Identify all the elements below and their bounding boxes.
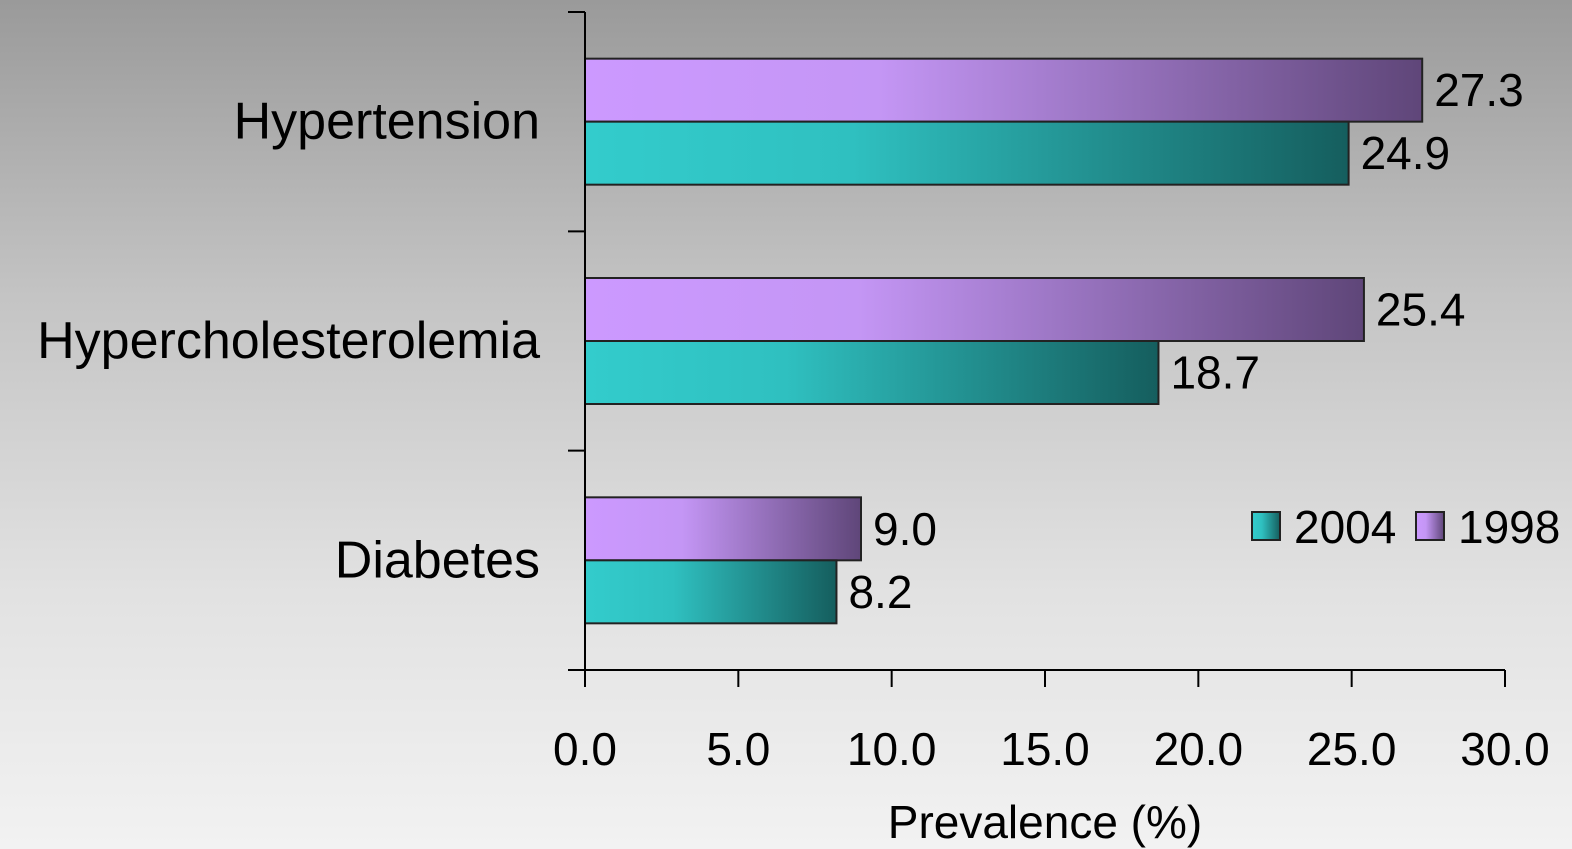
legend-label-2004: 2004 [1294,501,1396,553]
legend: 2004 1998 [1251,501,1560,553]
bar-diabetes-1998 [584,496,862,562]
bar-hypercholesterolemia-1998 [584,277,1365,342]
legend-label-1998: 1998 [1458,501,1560,553]
x-tick-label: 20.0 [1154,723,1244,775]
bars-group: 27.3 24.9 25.4 18.7 9.0 8.2 [584,57,1524,625]
bar-hypertension-2004 [584,120,1350,186]
x-tick-label: 25.0 [1307,723,1397,775]
data-label-hypercholesterolemia-1998: 25.4 [1376,284,1466,336]
bar-diabetes-2004 [584,559,838,625]
x-tick-label: 0.0 [553,723,617,775]
data-label-diabetes-1998: 9.0 [873,503,937,555]
axes-group: Hypertension Hypercholesterolemia Diabetes… [37,11,1550,775]
data-label-diabetes-2004: 8.2 [848,566,912,618]
bar-hypertension-1998 [584,57,1424,123]
data-label-hypercholesterolemia-2004: 18.7 [1170,347,1260,399]
bar-hypercholesterolemia-2004 [584,340,1160,405]
x-tick-label: 30.0 [1460,723,1550,775]
legend-swatch-2004 [1251,511,1281,541]
category-label-hypercholesterolemia: Hypercholesterolemia [37,312,540,370]
x-tick-label: 5.0 [706,723,770,775]
data-label-hypertension-1998: 27.3 [1434,64,1524,116]
legend-swatch-1998 [1415,511,1445,541]
x-axis-title: Prevalence (%) [888,796,1202,848]
category-label-hypertension: Hypertension [234,93,540,151]
data-label-hypertension-2004: 24.9 [1361,127,1451,179]
x-tick-label: 10.0 [847,723,937,775]
x-tick-label: 15.0 [1000,723,1090,775]
category-label-diabetes: Diabetes [335,531,540,589]
